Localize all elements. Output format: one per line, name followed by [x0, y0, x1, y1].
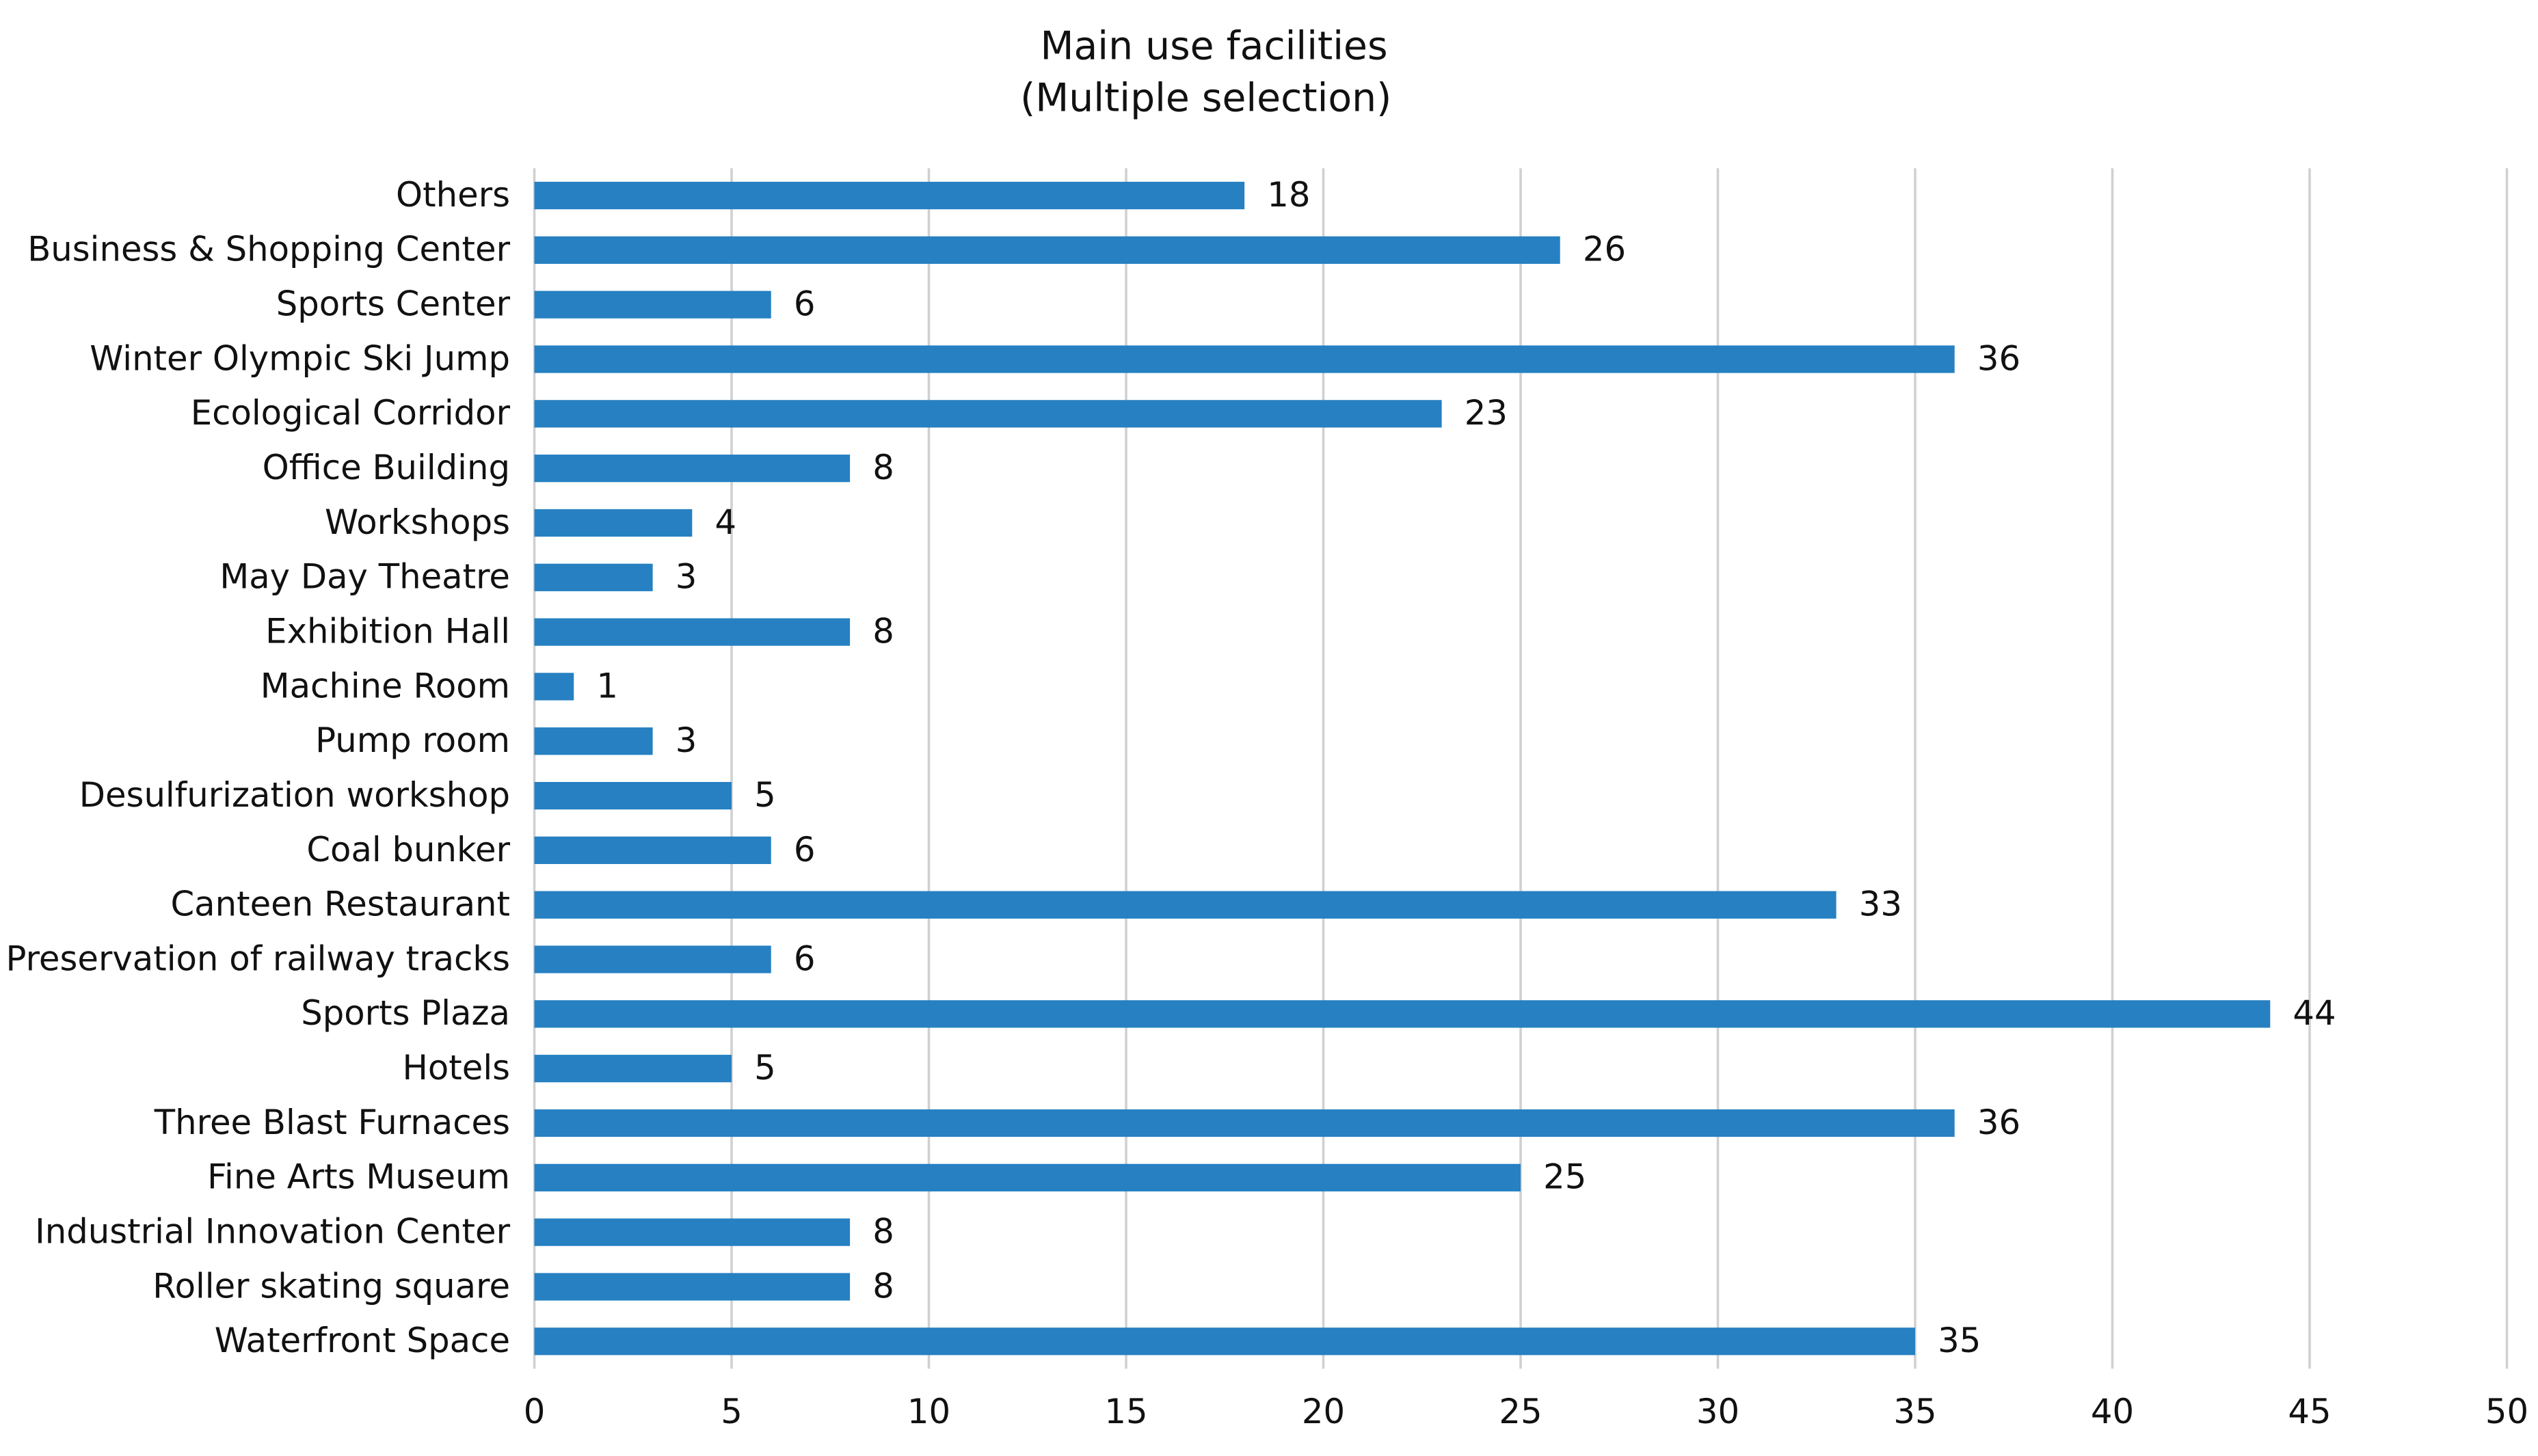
value-label: 44 — [2293, 993, 2336, 1033]
x-tick-label: 15 — [1104, 1392, 1147, 1431]
x-tick-label: 5 — [721, 1392, 743, 1431]
chart-subtitle: (Multiple selection) — [1020, 75, 1391, 120]
bar — [534, 1273, 851, 1301]
bar — [534, 1218, 851, 1246]
x-tick-label: 25 — [1499, 1392, 1542, 1431]
bar — [534, 1163, 1521, 1191]
value-label: 3 — [676, 557, 697, 597]
value-label: 26 — [1583, 230, 1626, 269]
value-label: 5 — [754, 775, 776, 815]
value-label: 6 — [794, 939, 816, 978]
y-tick-label: Waterfront Space — [215, 1321, 510, 1360]
y-tick-label: Workshops — [325, 502, 510, 542]
y-tick-label: Fine Arts Museum — [207, 1157, 510, 1197]
value-label: 8 — [872, 448, 894, 487]
y-tick-label: Office Building — [263, 448, 510, 487]
value-label: 1 — [596, 666, 618, 705]
y-tick-label: Coal bunker — [306, 830, 510, 869]
y-tick-label: Sports Center — [276, 284, 511, 324]
value-label: 23 — [1465, 393, 1508, 433]
y-tick-label: Three Blast Furnaces — [154, 1103, 510, 1142]
value-label: 8 — [872, 611, 894, 651]
y-tick-label: Hotels — [403, 1048, 511, 1088]
y-tick-label: Ecological Corridor — [191, 393, 511, 433]
value-label: 4 — [714, 502, 736, 542]
value-label: 25 — [1543, 1157, 1586, 1197]
bar — [534, 1000, 2271, 1028]
x-tick-label: 50 — [2485, 1392, 2528, 1431]
bar — [534, 509, 693, 537]
x-tick-label: 20 — [1302, 1392, 1345, 1431]
y-tick-label: Roller skating square — [152, 1266, 510, 1306]
x-tick-label: 10 — [907, 1392, 950, 1431]
bar — [534, 891, 1836, 919]
y-tick-label: Machine Room — [261, 666, 510, 705]
bar — [534, 945, 771, 973]
bar — [534, 727, 653, 755]
value-label: 3 — [676, 720, 697, 760]
y-tick-label: Industrial Innovation Center — [35, 1212, 510, 1252]
x-tick-label: 30 — [1696, 1392, 1739, 1431]
value-label: 5 — [754, 1048, 776, 1088]
value-label: 8 — [872, 1266, 894, 1306]
value-label: 18 — [1267, 175, 1310, 215]
bar — [534, 291, 771, 319]
value-label: 33 — [1859, 885, 1902, 924]
value-label: 35 — [1938, 1321, 1981, 1360]
bar — [534, 563, 653, 591]
y-tick-label: Winter Olympic Ski Jump — [90, 338, 510, 378]
bar — [534, 1055, 732, 1083]
value-label: 6 — [794, 830, 816, 869]
value-label: 6 — [794, 284, 816, 324]
bar — [534, 181, 1245, 210]
y-tick-label: Preservation of railway tracks — [6, 939, 511, 978]
value-label: 36 — [1977, 338, 2020, 378]
y-tick-label: Desulfurization workshop — [79, 775, 510, 815]
bar — [534, 236, 1560, 264]
bar — [534, 400, 1442, 428]
y-tick-label: Others — [396, 175, 510, 215]
bar — [534, 1109, 1955, 1137]
bar — [534, 455, 851, 483]
x-tick-label: 45 — [2288, 1392, 2331, 1431]
x-tick-label: 0 — [524, 1392, 546, 1431]
bar — [534, 1327, 1916, 1356]
y-tick-label: Canteen Restaurant — [170, 885, 510, 924]
y-tick-label: Sports Plaza — [301, 993, 510, 1033]
value-label: 8 — [872, 1212, 894, 1252]
x-tick-label: 35 — [1893, 1392, 1936, 1431]
chart-title: Main use facilities — [1041, 24, 1388, 69]
y-tick-label: Exhibition Hall — [265, 611, 510, 651]
y-tick-label: Pump room — [315, 720, 510, 760]
x-tick-label: 40 — [2091, 1392, 2134, 1431]
bar — [534, 781, 732, 810]
y-tick-label: May Day Theatre — [219, 557, 510, 597]
bar — [534, 836, 771, 865]
bar — [534, 345, 1955, 373]
y-tick-label: Business & Shopping Center — [27, 230, 510, 269]
bar — [534, 618, 851, 646]
bar — [534, 673, 574, 701]
value-label: 36 — [1977, 1103, 2020, 1142]
